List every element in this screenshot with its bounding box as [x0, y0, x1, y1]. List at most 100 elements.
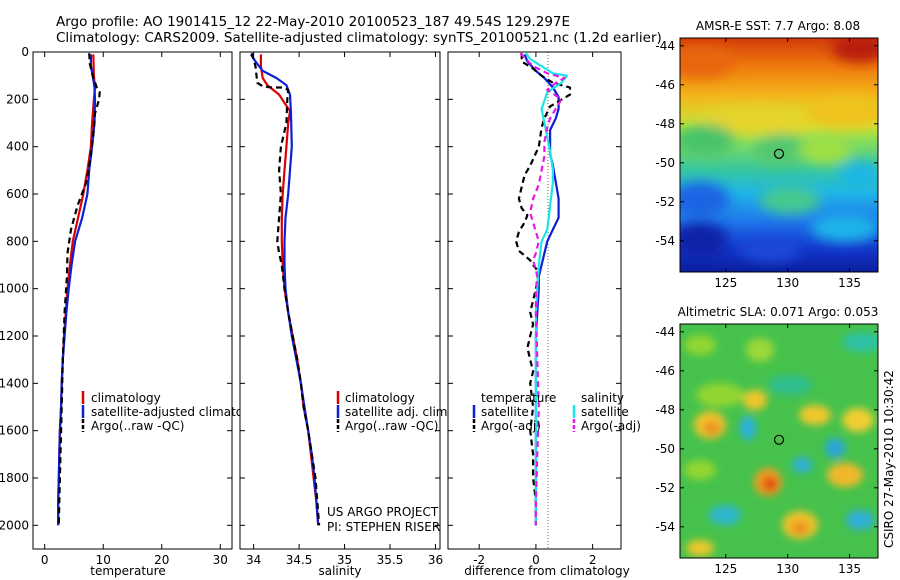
lat-tick-label: -48 — [655, 403, 675, 417]
x-tick-label: 10 — [96, 553, 111, 567]
x-tick-label: 2 — [589, 553, 597, 567]
legend-label-argo: Argo(..raw -QC) — [91, 419, 184, 433]
sst-lon-ticks: 125 130 135 — [714, 38, 861, 290]
sst-map-panel: AMSR-E SST: 7.7 Argo: 8.08 -44-46-48-50-… — [655, 19, 879, 290]
lat-tick-label: -54 — [655, 520, 675, 534]
sst-feature — [799, 136, 851, 164]
difference-axis-label: difference from climatology — [464, 564, 630, 578]
depth-tick-labels: 0 200 400 600 800 1000 1200 1400 1600 1800 2000 — [0, 45, 232, 532]
salinity-axes-box — [239, 51, 441, 550]
depth-tick-label: 1200 — [0, 329, 29, 343]
sla-feature — [686, 540, 714, 556]
sla-feature — [827, 463, 863, 487]
depth-tick-label: 1600 — [0, 424, 29, 438]
sst-feature — [760, 186, 820, 214]
depth-tick-label: 1800 — [0, 471, 29, 485]
temperature-axes-box — [32, 51, 233, 550]
temperature-tick-labels: 0 10 20 30 — [41, 52, 228, 567]
salinity-profiles — [249, 52, 321, 526]
temperature-profiles — [57, 53, 101, 526]
legend-label-satellite: satellite-adjusted climatology — [91, 405, 269, 419]
sst-feature — [700, 106, 820, 134]
lat-tick-label: -52 — [655, 195, 675, 209]
sla-lat-ticks: -44 -46 -48 -50 -52 -54 — [655, 325, 878, 534]
lat-tick-label: -44 — [655, 39, 675, 53]
legend-label-sal-argo: Argo(-adj) — [581, 419, 641, 433]
legend-title-temperature: temperature — [481, 391, 556, 405]
x-tick-label: -2 — [473, 553, 485, 567]
sst-feature — [740, 238, 800, 262]
sla-feature — [743, 390, 767, 410]
sla-feature — [684, 460, 716, 480]
legend-label-argo: Argo(..raw -QC) — [345, 419, 438, 433]
sla-map-title: Altimetric SLA: 0.071 Argo: 0.053 — [678, 305, 879, 319]
temperature-legend: climatology satellite-adjusted climatolo… — [81, 391, 269, 433]
series-line-argo-raw-qc — [250, 52, 321, 526]
argo-location-marker — [773, 148, 785, 159]
sla-feature — [842, 332, 878, 352]
lon-tick-label: 135 — [838, 562, 861, 576]
x-tick-label: 0 — [41, 553, 49, 567]
difference-tick-labels: -2 0 2 — [473, 52, 596, 567]
depth-tick-label: 2000 — [0, 518, 29, 532]
sla-feature — [704, 421, 720, 435]
salinity-tick-labels: 34 34.5 35 35.5 36 — [246, 52, 443, 567]
legend-label-climatology: climatology — [345, 391, 415, 405]
argo-location-marker — [773, 434, 785, 445]
legend-title-salinity: salinity — [581, 391, 624, 405]
salinity-depth-ticks — [240, 51, 440, 526]
pi-label: PI: STEPHEN RISER — [327, 520, 440, 534]
lat-tick-label: -50 — [655, 156, 675, 170]
sst-map-frame — [679, 37, 879, 273]
sst-feature — [680, 182, 730, 218]
lon-tick-label: 135 — [838, 276, 861, 290]
temperature-axis-label: temperature — [90, 564, 165, 578]
sst-lat-ticks: -44 -46 -48 -50 -52 -54 — [655, 39, 878, 248]
lon-tick-label: 130 — [776, 276, 799, 290]
x-tick-label: 0 — [532, 553, 540, 567]
sla-map-frame — [679, 323, 879, 559]
sla-feature — [696, 383, 744, 407]
sla-feature — [768, 375, 812, 395]
lat-tick-label: -48 — [655, 117, 675, 131]
difference-legend: temperature satellite Argo(-adj) salinit… — [472, 391, 641, 433]
series-line-salinity-satellite — [525, 52, 569, 526]
salinity-legend: climatology satellite adj. clim. Argo(..… — [336, 391, 451, 433]
temperature-panel: 0 200 400 600 800 1000 1200 1400 1600 1800 2000 0 1… — [0, 45, 269, 578]
sst-feature — [680, 124, 735, 156]
lat-tick-label: -46 — [655, 78, 675, 92]
sla-lon-ticks: 125 130 135 — [714, 324, 861, 576]
sla-feature — [709, 505, 741, 525]
figure-title-line1: Argo profile: AO 1901415_12 22-May-2010 … — [56, 14, 570, 30]
sla-field-features — [684, 332, 878, 556]
sst-feature — [832, 38, 878, 62]
legend-label-satellite: satellite adj. clim. — [345, 405, 451, 419]
sst-feature — [680, 222, 728, 258]
sst-field-features — [680, 38, 878, 262]
sla-feature — [842, 408, 874, 432]
sst-heatmap — [680, 38, 878, 272]
x-tick-label: 20 — [154, 553, 169, 567]
series-line-argo-raw-qc — [57, 53, 101, 526]
depth-tick-label: 1400 — [0, 376, 29, 390]
salinity-axis-label: salinity — [318, 564, 361, 578]
series-line-satellite-adjusted-climatology — [57, 54, 97, 526]
sla-feature — [799, 405, 831, 425]
lon-tick-label: 125 — [714, 562, 737, 576]
lat-tick-label: -46 — [655, 364, 675, 378]
lon-tick-label: 125 — [714, 276, 737, 290]
sla-feature — [740, 416, 756, 440]
sla-heatmap — [680, 324, 878, 558]
series-line-salinity-argo-adj — [519, 52, 566, 526]
lat-tick-label: -50 — [655, 442, 675, 456]
sst-feature — [811, 214, 878, 242]
sla-feature — [825, 438, 845, 458]
sla-feature — [792, 457, 812, 473]
sla-feature — [684, 335, 716, 355]
difference-axes-box — [447, 51, 622, 550]
x-tick-label: 35.5 — [377, 553, 404, 567]
depth-tick-label: 800 — [6, 234, 29, 248]
lon-tick-label: 130 — [776, 562, 799, 576]
sst-feature — [805, 96, 878, 128]
